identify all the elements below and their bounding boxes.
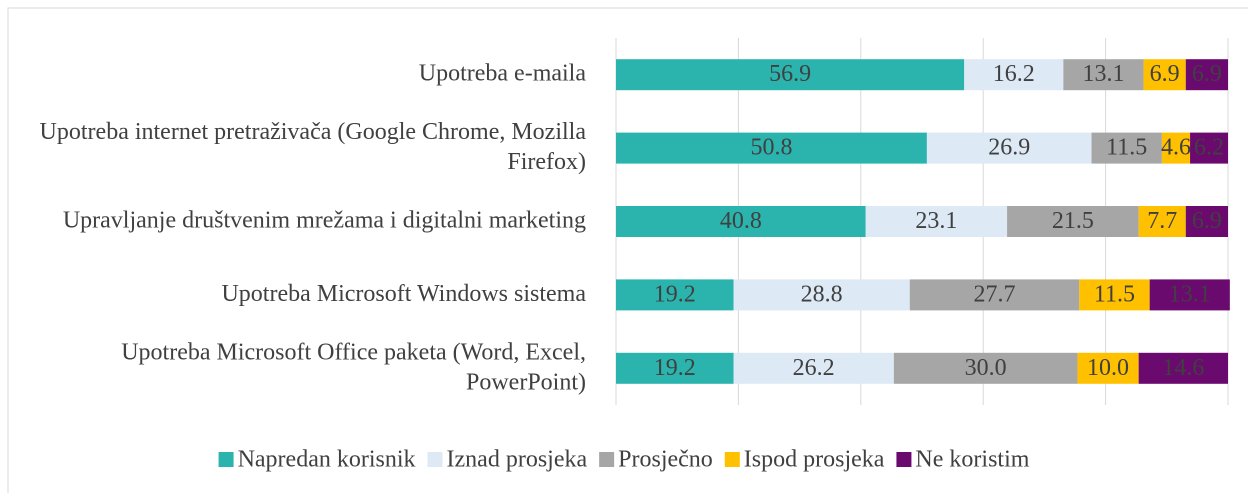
data-label: 56.9 — [769, 61, 811, 87]
legend-swatch — [599, 452, 615, 467]
bar-segment — [1007, 206, 1139, 237]
data-label: 6.2 — [1194, 135, 1224, 161]
bar-segment — [926, 132, 1092, 164]
category-label-line: Upravljanje društvenim mrežama i digital… — [63, 207, 586, 233]
data-label: 19.2 — [654, 355, 696, 381]
bar-segment — [1063, 59, 1144, 91]
category-label-line: Firefox) — [507, 149, 586, 175]
category-label: Upotreba e-maila — [419, 60, 587, 86]
category-label-line: Upotreba e-maila — [419, 60, 587, 86]
legend-swatch — [427, 452, 443, 467]
category-label: Upravljanje društvenim mrežama i digital… — [63, 207, 586, 233]
bar-segment — [616, 279, 734, 311]
data-label: 27.7 — [974, 281, 1016, 307]
data-label: 13.1 — [1082, 61, 1124, 87]
data-label: 16.2 — [993, 61, 1035, 87]
data-label: 30.0 — [965, 355, 1007, 381]
bar-segment — [1149, 279, 1230, 311]
bar-segment — [909, 279, 1080, 311]
data-label: 40.8 — [720, 208, 762, 234]
bar-segment — [1161, 132, 1191, 164]
legend-label: Ne koristim — [915, 447, 1029, 473]
data-label: 28.8 — [801, 281, 843, 307]
data-label: 21.5 — [1052, 208, 1094, 234]
bar-segment — [733, 352, 894, 384]
data-label: 19.2 — [654, 281, 696, 307]
legend-swatch — [724, 452, 740, 467]
category-label: Upotreba Microsoft Windows sistema — [221, 280, 586, 306]
bar-segment — [1079, 279, 1150, 311]
data-label: 4.6 — [1161, 135, 1191, 161]
data-label: 26.9 — [988, 135, 1030, 161]
legend: Napredan korisnik Iznad prosjeka Prosječno… — [218, 447, 1030, 473]
category-label-line: Upotreba Microsoft Windows sistema — [221, 280, 586, 306]
category-label: Upotreba internet pretraživača (Google C… — [40, 119, 587, 175]
category-label-line: Upotreba internet pretraživača (Google C… — [40, 119, 587, 145]
data-label: 6.9 — [1192, 61, 1222, 87]
data-label: 50.8 — [750, 135, 792, 161]
bar-segment — [616, 206, 866, 237]
bar-segment — [616, 59, 965, 91]
data-label: 23.1 — [915, 208, 957, 234]
chart-border — [7, 7, 1248, 493]
data-label: 6.9 — [1150, 61, 1180, 87]
data-label: 6.9 — [1192, 208, 1222, 234]
category-label-line: Upotreba Microsoft Office paketa (Word, … — [121, 339, 586, 365]
bar-segment — [1143, 59, 1186, 91]
bar-segment — [1185, 59, 1228, 91]
bar-segment — [893, 352, 1078, 384]
data-label: 26.2 — [793, 355, 835, 381]
category-label-line: PowerPoint) — [466, 369, 586, 395]
bar-segment — [1077, 352, 1139, 384]
legend-label: Iznad prosjeka — [447, 447, 588, 473]
bar-segment — [865, 206, 1008, 237]
data-label: 11.5 — [1106, 135, 1147, 161]
bar-segment — [1138, 352, 1228, 384]
legend-swatch — [218, 452, 234, 467]
bar-segment — [1190, 132, 1228, 164]
bar-segment — [616, 352, 734, 384]
data-label: 11.5 — [1094, 281, 1135, 307]
bar-segment — [733, 279, 910, 311]
legend-label: Prosječno — [618, 447, 713, 473]
bar-segment — [1091, 132, 1162, 164]
bar-segment — [964, 59, 1064, 91]
bar-segment — [616, 132, 927, 164]
bar-segment — [1138, 206, 1186, 237]
legend-label: Napredan korisnik — [238, 447, 416, 473]
bar-segment — [1185, 206, 1228, 237]
data-label: 7.7 — [1147, 208, 1177, 234]
data-label: 14.6 — [1162, 355, 1204, 381]
legend-swatch — [896, 452, 912, 467]
data-label: 10.0 — [1087, 355, 1129, 381]
data-label: 13.1 — [1169, 281, 1211, 307]
legend-label: Ispod prosjeka — [744, 447, 885, 473]
category-label: Upotreba Microsoft Office paketa (Word, … — [121, 339, 586, 395]
